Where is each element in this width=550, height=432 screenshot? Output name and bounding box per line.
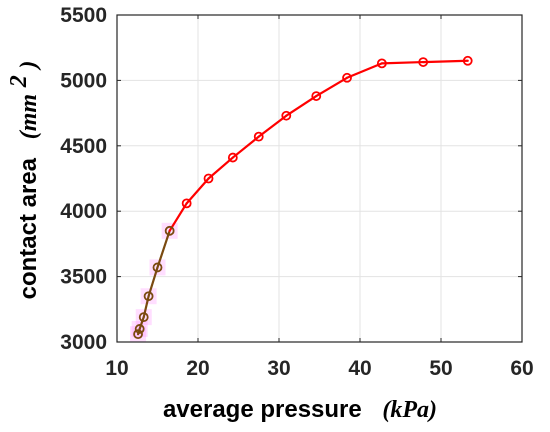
y-axis-label: contact area (mm 2 ) bbox=[5, 61, 42, 300]
series-segment bbox=[231, 135, 260, 159]
data-point bbox=[138, 312, 149, 323]
data-point bbox=[134, 324, 145, 334]
series-segment bbox=[168, 202, 188, 232]
y-tick-labels: 3000 3500 4000 4500 5000 5500 bbox=[60, 4, 522, 354]
data-point bbox=[143, 291, 154, 302]
series-segment bbox=[138, 316, 145, 331]
data-point bbox=[181, 198, 192, 209]
data-point bbox=[253, 131, 264, 142]
series-segment bbox=[315, 76, 349, 98]
data-point bbox=[311, 91, 322, 101]
x-tick-label: 10 bbox=[105, 357, 128, 380]
series-segment bbox=[156, 229, 171, 269]
y-tick-label: 4000 bbox=[60, 200, 107, 223]
y-tick-label: 4500 bbox=[60, 135, 107, 158]
data-point bbox=[203, 173, 214, 184]
y-tick-label: 3000 bbox=[60, 331, 107, 354]
data-point bbox=[418, 57, 429, 67]
series-markers bbox=[133, 55, 473, 340]
data-point bbox=[376, 58, 387, 69]
y-tick-label: 3500 bbox=[60, 266, 107, 289]
series-lines bbox=[136, 59, 469, 336]
data-point bbox=[227, 152, 238, 163]
y-axis-unit-exponent: 2 bbox=[6, 75, 32, 88]
x-tick-label: 30 bbox=[267, 357, 290, 380]
x-axis-unit: (kPa) bbox=[382, 397, 437, 423]
data-point bbox=[281, 110, 292, 121]
data-point bbox=[133, 329, 143, 340]
data-point bbox=[462, 55, 473, 66]
data-point bbox=[152, 262, 163, 273]
x-tick-label: 40 bbox=[348, 357, 371, 380]
data-point bbox=[342, 72, 352, 83]
y-tick-label: 5000 bbox=[60, 69, 107, 92]
y-axis-unit: (mm bbox=[16, 94, 42, 139]
x-tick-label: 60 bbox=[510, 357, 533, 380]
x-tick-label: 50 bbox=[429, 357, 452, 380]
y-axis-title: contact area bbox=[15, 157, 42, 299]
series-segment bbox=[207, 156, 234, 180]
series-segment bbox=[147, 266, 159, 298]
series-segment bbox=[345, 62, 383, 79]
series-segment bbox=[285, 94, 318, 117]
x-axis-label: average pressure (kPa) bbox=[163, 396, 437, 423]
x-tick-label: 20 bbox=[186, 357, 209, 380]
x-axis-title: average pressure bbox=[163, 396, 362, 423]
grid bbox=[116, 14, 523, 343]
x-tick-labels: 10 20 30 40 50 60 bbox=[105, 15, 534, 380]
y-axis-unit-close: ) bbox=[16, 61, 42, 71]
series-segment bbox=[185, 177, 210, 205]
data-point bbox=[164, 225, 175, 236]
series-segment bbox=[257, 114, 288, 138]
y-tick-label: 5500 bbox=[60, 4, 107, 27]
series-segment bbox=[380, 60, 425, 65]
plot-frame bbox=[116, 14, 523, 343]
series-segment bbox=[422, 59, 469, 64]
